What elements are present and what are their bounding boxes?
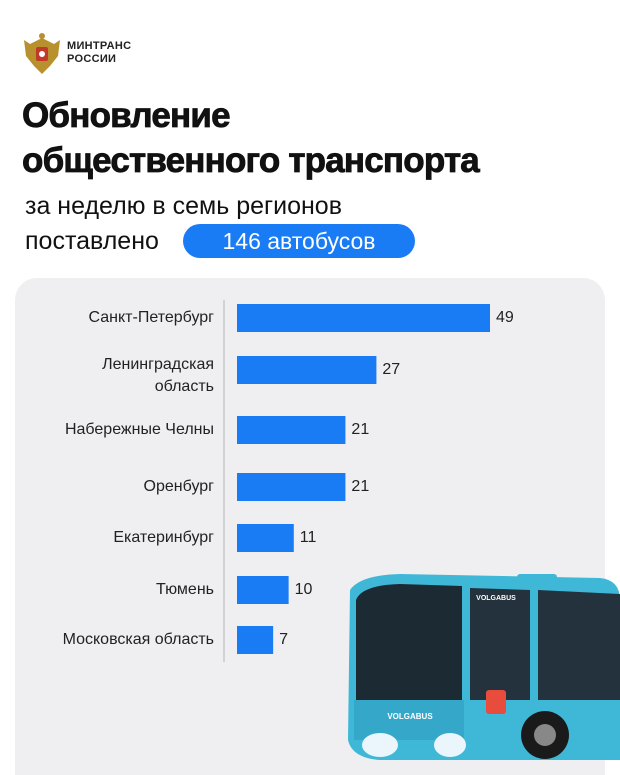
bar [237, 356, 377, 384]
value-label: 10 [294, 581, 313, 598]
title: общественного транспорта [22, 141, 481, 181]
bar [237, 576, 289, 604]
bar [237, 626, 274, 654]
org-name: РОССИИ [67, 53, 117, 65]
title: Обновление [22, 96, 231, 136]
subtitle: поставлено [25, 227, 159, 255]
value-label: 21 [351, 421, 370, 438]
category-label: Московская область [62, 631, 214, 648]
bars [237, 304, 490, 654]
category-label: Ленинградская область [102, 356, 214, 395]
bus-brand: VOLGABUS [476, 595, 516, 602]
category-label: Оренбург [143, 478, 214, 495]
category-label: Санкт-Петербург [88, 309, 214, 326]
bar [237, 416, 346, 444]
subtitle: за неделю в семь регионов [25, 192, 342, 220]
bar [237, 304, 490, 332]
bus-image: VOLGABUS VOLGABUS [348, 574, 620, 760]
highlight-pill: 146 автобусов [183, 224, 415, 258]
bar [237, 524, 294, 552]
value-label: 27 [382, 361, 401, 378]
category-label: Тюмень [156, 581, 214, 598]
value-label: 21 [351, 478, 370, 495]
bar [237, 473, 346, 501]
org-name: МИНТРАНС [67, 40, 132, 52]
category-label: Набережные Челны [64, 421, 214, 438]
emblem [24, 33, 60, 74]
category-label: Екатеринбург [113, 529, 214, 546]
value-label: 11 [299, 529, 317, 546]
bus-brand: VOLGABUS [387, 712, 433, 721]
value-label: 49 [496, 309, 514, 326]
value-label: 7 [279, 631, 289, 648]
